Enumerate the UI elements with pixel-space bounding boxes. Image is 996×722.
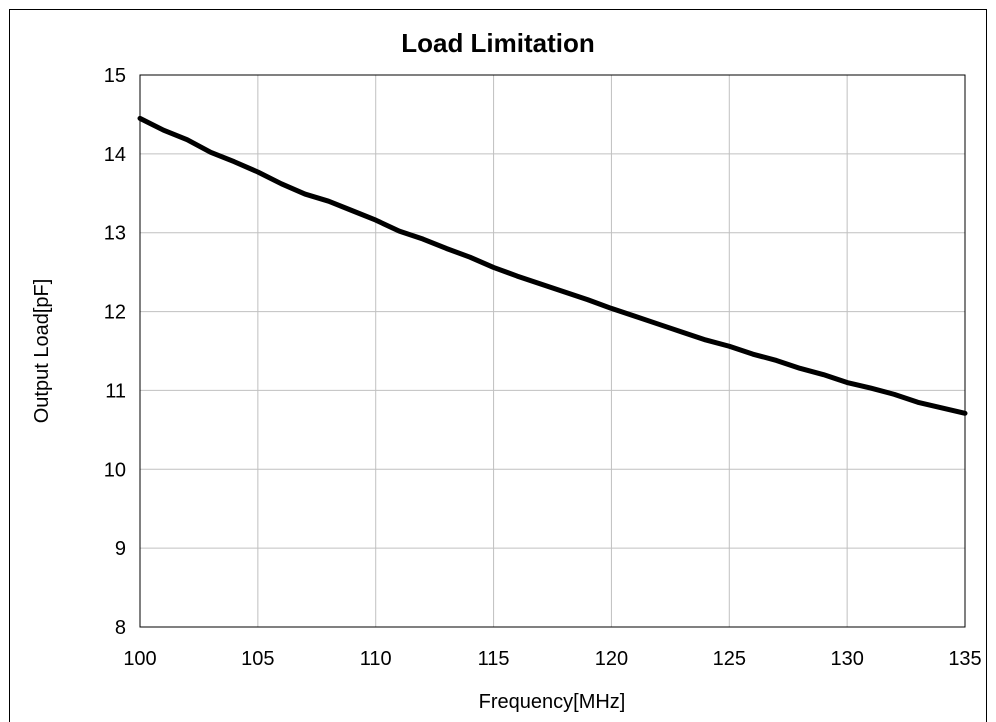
x-axis-label: Frequency[MHz] (479, 691, 626, 713)
x-tick-label: 105 (241, 648, 274, 670)
chart-title: Load Limitation (401, 28, 595, 58)
y-tick-label: 14 (104, 144, 126, 166)
y-tick-label: 8 (115, 617, 126, 639)
x-tick-label: 110 (360, 648, 392, 670)
x-tick-label: 135 (948, 648, 981, 670)
x-tick-label: 115 (478, 648, 510, 670)
plot-area-frame (139, 74, 966, 628)
x-tick-label: 120 (595, 648, 628, 670)
x-tick-label: 125 (713, 648, 746, 670)
y-tick-label: 12 (104, 302, 126, 324)
gridlines (140, 75, 965, 627)
series-line (137, 115, 968, 416)
x-tick-label: 100 (123, 648, 156, 670)
y-tick-label: 10 (104, 459, 126, 481)
x-tick-label: 130 (830, 648, 863, 670)
y-tick-labels: 8 9 10 11 12 13 14 15 (104, 65, 126, 639)
chart-border (9, 9, 987, 722)
y-tick-label: 15 (104, 65, 126, 87)
y-axis-label: Output Load[pF] (31, 279, 53, 424)
y-tick-label: 9 (115, 538, 126, 560)
y-tick-label: 11 (105, 380, 126, 402)
x-tick-labels: 100 105 110 115 120 125 130 135 (123, 648, 981, 670)
y-tick-label: 13 (104, 223, 126, 245)
